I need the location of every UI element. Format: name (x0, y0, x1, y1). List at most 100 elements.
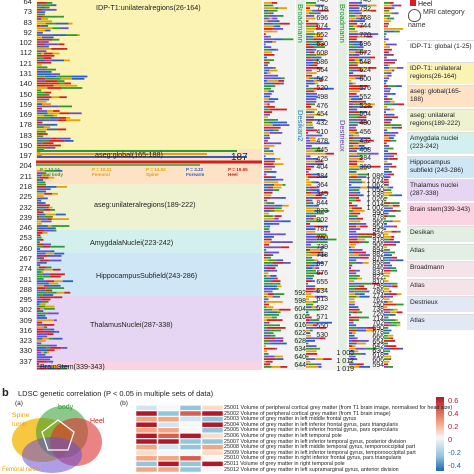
atlas-bar-segment (387, 176, 391, 178)
bar-segment (37, 43, 46, 46)
atlas-bar-segment (349, 186, 361, 189)
atlas-bar-segment (266, 171, 277, 173)
atlas-bar-segment (306, 171, 309, 173)
atlas-bar-segment (349, 173, 359, 176)
bar-segment (43, 351, 48, 354)
pvalue-sub: Forearm (186, 172, 205, 177)
bar-segment (56, 367, 61, 370)
bar-segment (45, 289, 53, 292)
atlas-number: 954 (372, 223, 384, 231)
bar-segment (56, 186, 67, 188)
atlas-bar-segment (365, 142, 368, 145)
bar-segment (37, 250, 41, 253)
atlas-bar-segment (306, 251, 311, 254)
bar-segment (49, 259, 53, 262)
atlas-bar-segment (306, 366, 308, 368)
atlas-bar-segment (357, 25, 365, 28)
atlas-bar-segment (267, 311, 278, 314)
bar-segment (37, 328, 44, 331)
atlas-bar-segment (357, 119, 367, 121)
bar-segment (56, 330, 60, 333)
bar-segment (37, 36, 42, 39)
pvalue-femoral: P = 10.11 Femoral (92, 167, 111, 177)
atlas-bar-segment (264, 9, 269, 12)
atlas-bar-segment (273, 129, 279, 132)
venn-label-spine: Spine (12, 412, 30, 419)
bar-segment (48, 337, 53, 340)
atlas-bar-segment (349, 191, 357, 194)
atlas-number: 622 (294, 330, 306, 337)
bar-segment (50, 273, 55, 276)
atlas-bar-segment (279, 22, 290, 25)
bar-segment (42, 103, 52, 105)
atlas-bar-segment (353, 137, 361, 139)
atlas-bar-segment (264, 321, 268, 324)
atlas-bar-segment (349, 25, 354, 28)
atlas-bar-segment (264, 329, 271, 332)
atlas-bar-segment (306, 332, 311, 334)
bar-segment (46, 84, 54, 87)
atlas-bar-segment (282, 204, 289, 207)
atlas-bar-segment (277, 121, 287, 124)
matrix-cell (201, 433, 224, 439)
atlas-bar-segment (306, 152, 316, 155)
atlas-bar-segment (266, 327, 275, 329)
atlas-number: 966 (372, 219, 384, 226)
atlas-bar-segment (349, 347, 356, 350)
atlas-bar-segment (389, 67, 397, 69)
bar-segment (40, 25, 49, 27)
atlas-bar-segment (264, 303, 269, 306)
bar-segment (37, 220, 42, 223)
atlas-bar-segment (384, 137, 389, 139)
atlas-bar-segment (317, 254, 327, 256)
atlas-bar-segment (349, 230, 357, 233)
atlas-bar-segment (349, 160, 353, 163)
matrix-cell (179, 461, 202, 467)
atlas-bar-segment (271, 181, 279, 184)
matrix-cell (201, 444, 224, 450)
bar-segment (48, 82, 60, 85)
pvalue-forearm: P = 3.32 Forearm (186, 167, 204, 177)
bar-segment (37, 351, 42, 354)
atlas-bar-segment (306, 137, 309, 139)
atlas-bar-segment (349, 324, 357, 327)
atlas-bar-segment (384, 238, 387, 241)
atlas-bar-segment (306, 355, 309, 358)
atlas-bar-segment (264, 30, 273, 33)
atlas-bar-segment (389, 28, 397, 30)
atlas-bar-segment (279, 308, 291, 311)
atlas-bar-segment (358, 4, 368, 7)
atlas-bar-segment (264, 80, 267, 82)
bar-segment (37, 301, 42, 303)
trait-row: 25009 Volume of grey matter in left infe… (224, 449, 416, 456)
matrix-cell (179, 416, 202, 422)
atlas-bar-segment (349, 106, 353, 108)
region-label-brainstem: BrainStem(339-343) (40, 362, 105, 371)
atlas-bar-segment (351, 207, 362, 210)
bar-segment (37, 294, 43, 296)
bar-segment (37, 100, 47, 103)
atlas-bar-segment (349, 20, 351, 22)
bar-segment (37, 103, 43, 105)
atlas-bar-segment (391, 12, 394, 15)
bar-segment (37, 307, 41, 310)
atlas-bar-segment (389, 340, 396, 342)
atlas-bar-segment (276, 48, 279, 51)
atlas-bar-segment (264, 350, 268, 353)
atlas-bar-segment (264, 25, 274, 28)
bar-segment (37, 227, 47, 230)
row-number: 232 (19, 202, 32, 212)
matrix-cell (157, 410, 180, 417)
atlas-number: 594 (372, 361, 384, 369)
row-number: 337 (19, 356, 32, 366)
atlas-bar-segment (264, 41, 267, 43)
atlas-bar-segment (384, 9, 390, 12)
atlas-bar-segment (319, 327, 327, 329)
atlas-bar-segment (384, 64, 388, 67)
atlas-number: 634 (294, 346, 306, 353)
atlas-bar-segment (264, 311, 268, 314)
atlas-bar-segment (313, 77, 323, 80)
atlas-bar-segment (264, 298, 269, 301)
atlas-bar-segment (306, 67, 312, 69)
row-number: 83 (23, 17, 32, 27)
